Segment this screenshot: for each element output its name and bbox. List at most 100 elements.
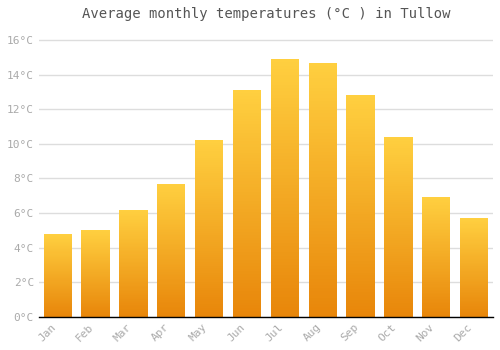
Bar <box>346 248 375 250</box>
Bar <box>82 252 110 253</box>
Bar <box>195 248 224 251</box>
Bar <box>195 266 224 268</box>
Bar <box>157 199 186 200</box>
Bar <box>270 249 299 252</box>
Bar <box>44 245 72 246</box>
Bar <box>44 247 72 248</box>
Bar <box>157 307 186 308</box>
Bar <box>44 253 72 254</box>
Bar <box>195 218 224 220</box>
Bar <box>308 266 337 269</box>
Bar <box>460 262 488 264</box>
Bar <box>308 142 337 145</box>
Bar <box>195 288 224 290</box>
Bar <box>195 202 224 204</box>
Bar <box>422 209 450 211</box>
Bar <box>44 295 72 296</box>
Bar <box>422 211 450 212</box>
Bar <box>195 211 224 213</box>
Bar <box>460 252 488 253</box>
Bar <box>346 273 375 275</box>
Bar <box>233 220 261 223</box>
Bar <box>384 294 412 296</box>
Bar <box>233 252 261 254</box>
Bar <box>157 292 186 294</box>
Bar <box>157 268 186 270</box>
Bar <box>157 187 186 189</box>
Bar <box>44 251 72 252</box>
Bar <box>384 315 412 317</box>
Bar <box>422 230 450 232</box>
Bar <box>422 274 450 275</box>
Bar <box>384 211 412 213</box>
Bar <box>195 167 224 169</box>
Bar <box>233 218 261 220</box>
Bar <box>308 75 337 78</box>
Bar <box>82 257 110 258</box>
Bar <box>44 285 72 286</box>
Bar <box>157 197 186 199</box>
Bar <box>233 277 261 280</box>
Bar <box>308 66 337 69</box>
Bar <box>44 308 72 309</box>
Bar <box>460 270 488 271</box>
Bar <box>44 280 72 281</box>
Bar <box>233 130 261 133</box>
Bar <box>195 160 224 162</box>
Bar <box>460 312 488 313</box>
Bar <box>384 153 412 155</box>
Bar <box>82 278 110 279</box>
Bar <box>460 298 488 300</box>
Bar <box>44 291 72 292</box>
Bar <box>308 298 337 301</box>
Bar <box>195 209 224 211</box>
Bar <box>422 232 450 233</box>
Bar <box>195 142 224 145</box>
Bar <box>82 300 110 301</box>
Bar <box>308 282 337 285</box>
Bar <box>233 311 261 314</box>
Bar <box>270 143 299 146</box>
Bar <box>157 230 186 232</box>
Bar <box>308 171 337 174</box>
Bar <box>270 246 299 249</box>
Bar <box>270 278 299 281</box>
Bar <box>308 304 337 307</box>
Bar <box>119 251 148 252</box>
Bar <box>233 246 261 249</box>
Bar <box>195 206 224 209</box>
Bar <box>233 90 261 93</box>
Bar <box>44 296 72 297</box>
Bar <box>308 292 337 295</box>
Bar <box>44 290 72 291</box>
Bar <box>44 257 72 258</box>
Bar <box>270 198 299 201</box>
Bar <box>346 195 375 198</box>
Bar <box>44 316 72 317</box>
Bar <box>384 299 412 301</box>
Bar <box>270 111 299 114</box>
Bar <box>119 219 148 220</box>
Bar <box>422 239 450 241</box>
Bar <box>346 215 375 217</box>
Bar <box>195 297 224 299</box>
Bar <box>270 149 299 153</box>
Bar <box>308 301 337 304</box>
Bar <box>270 140 299 143</box>
Bar <box>119 282 148 283</box>
Bar <box>270 175 299 178</box>
Bar <box>44 301 72 302</box>
Bar <box>119 294 148 295</box>
Bar <box>308 253 337 257</box>
Bar <box>82 242 110 243</box>
Bar <box>422 311 450 312</box>
Bar <box>157 215 186 217</box>
Bar <box>308 180 337 183</box>
Bar <box>384 310 412 312</box>
Bar <box>308 237 337 240</box>
Bar <box>270 82 299 85</box>
Bar <box>270 220 299 223</box>
Bar <box>82 254 110 255</box>
Bar <box>119 303 148 305</box>
Bar <box>82 237 110 238</box>
